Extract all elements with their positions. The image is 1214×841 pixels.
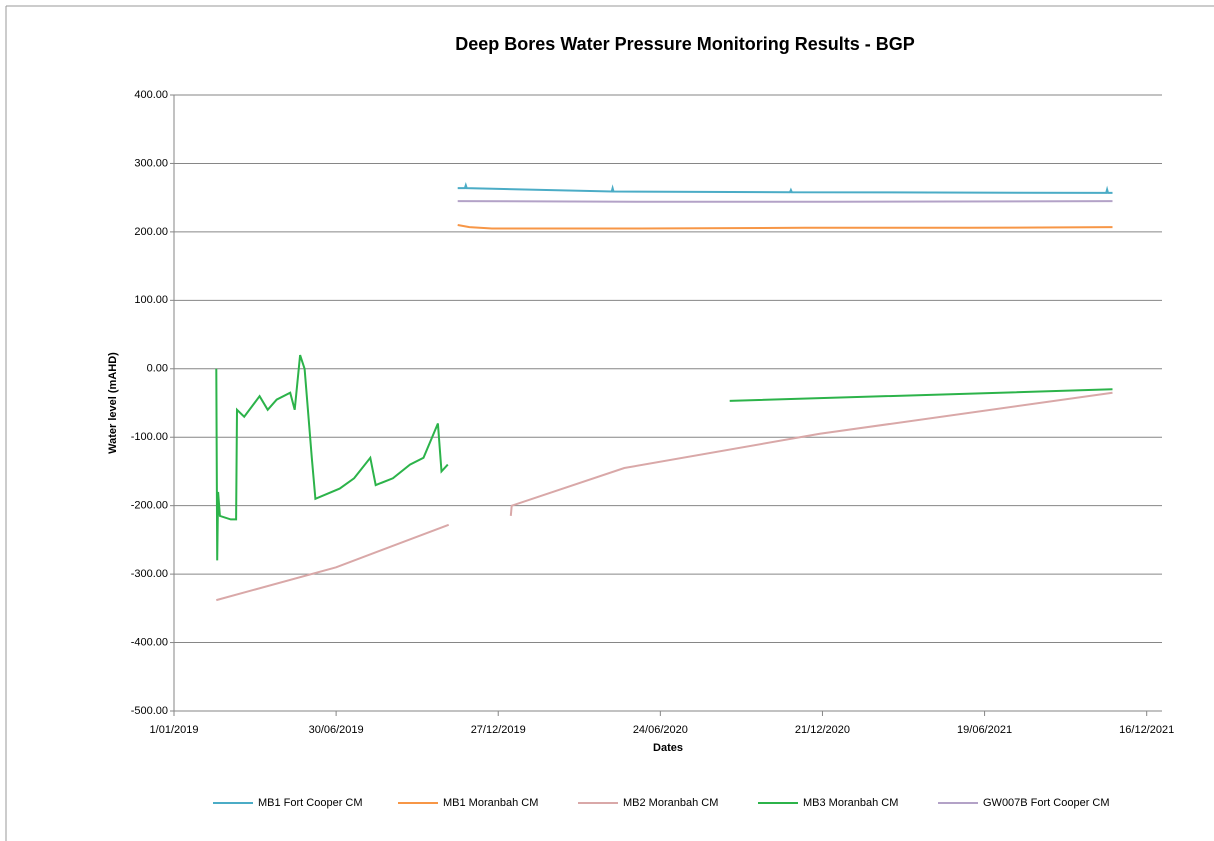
x-tick-label: 19/06/2021 bbox=[957, 724, 1012, 736]
x-axis-label: Dates bbox=[653, 742, 683, 754]
y-tick-label: 0.00 bbox=[147, 363, 168, 375]
x-tick-label: 21/12/2020 bbox=[795, 724, 850, 736]
x-tick-label: 1/01/2019 bbox=[150, 724, 199, 736]
legend-label: MB2 Moranbah CM bbox=[623, 797, 718, 809]
x-tick-label: 24/06/2020 bbox=[633, 724, 688, 736]
y-tick-label: -400.00 bbox=[131, 636, 168, 648]
y-axis-label: Water level (mAHD) bbox=[107, 352, 119, 454]
y-tick-label: -300.00 bbox=[131, 568, 168, 580]
series-line bbox=[457, 224, 1113, 230]
y-tick-label: -100.00 bbox=[131, 431, 168, 443]
x-tick-label: 30/06/2019 bbox=[309, 724, 364, 736]
x-tick-label: 27/12/2019 bbox=[471, 724, 526, 736]
y-tick-label: 100.00 bbox=[134, 294, 168, 306]
y-tick-label: -200.00 bbox=[131, 500, 168, 512]
x-tick-label: 16/12/2021 bbox=[1119, 724, 1174, 736]
series-line bbox=[215, 354, 1113, 561]
legend-label: MB1 Moranbah CM bbox=[443, 797, 538, 809]
y-tick-label: 300.00 bbox=[134, 157, 168, 169]
series-line bbox=[457, 200, 1113, 203]
legend-label: MB1 Fort Cooper CM bbox=[258, 797, 363, 809]
legend-label: GW007B Fort Cooper CM bbox=[983, 797, 1110, 809]
legend-label: MB3 Moranbah CM bbox=[803, 797, 898, 809]
series-line bbox=[457, 182, 1113, 194]
y-tick-label: 200.00 bbox=[134, 226, 168, 238]
chart-title: Deep Bores Water Pressure Monitoring Res… bbox=[455, 34, 914, 54]
series-line bbox=[216, 391, 1113, 602]
y-tick-label: -500.00 bbox=[131, 705, 168, 717]
y-tick-label: 400.00 bbox=[134, 89, 168, 101]
